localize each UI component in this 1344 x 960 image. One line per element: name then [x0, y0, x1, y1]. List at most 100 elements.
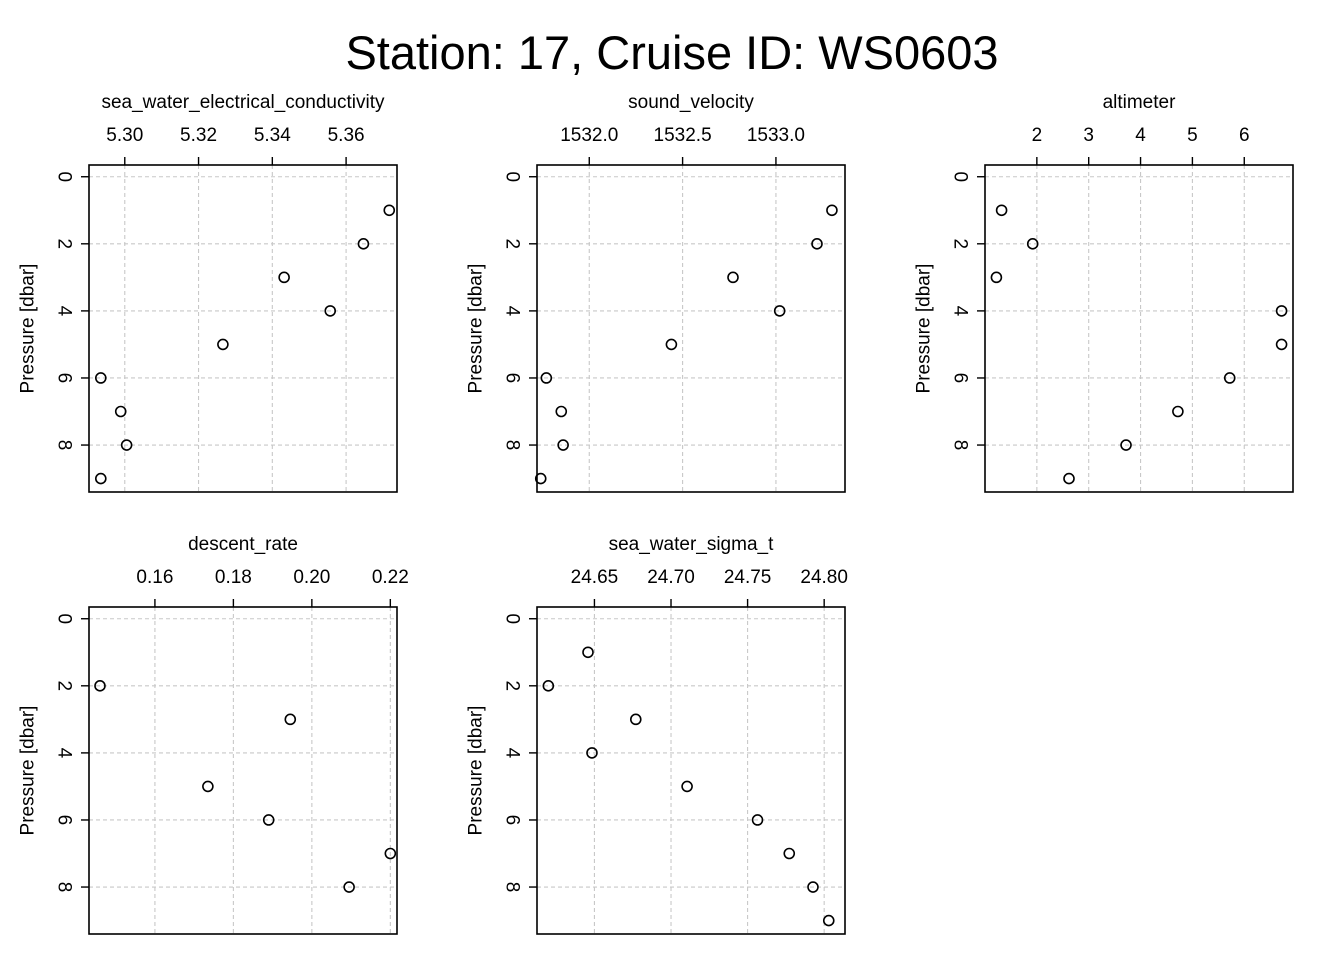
data-point — [343, 881, 355, 893]
data-point — [217, 338, 229, 351]
y-tick-label: 6 — [502, 815, 523, 826]
y-tick-label: 4 — [950, 306, 971, 317]
data-point — [1026, 238, 1039, 250]
plot-frame — [536, 164, 846, 493]
panel-sea_water_sigma_t: sea_water_sigma_t 24.65 24.70 24.75 24.80 0 2 4… — [466, 534, 848, 935]
x-tick-label: 5 — [1187, 125, 1198, 146]
y-axis-label: Pressure [dbar] — [18, 264, 39, 394]
x-tick-label: 5.36 — [328, 125, 365, 146]
y-tick-label: 4 — [54, 748, 75, 759]
x-tick-label: 5.34 — [254, 125, 291, 146]
y-tick-label: 0 — [950, 171, 971, 182]
y-tick-label: 6 — [502, 373, 523, 384]
x-tick-label: 4 — [1135, 125, 1146, 146]
data-point — [629, 713, 642, 726]
y-tick-label: 4 — [54, 306, 75, 317]
data-point — [773, 305, 786, 317]
data-point — [357, 238, 370, 250]
y-tick-label: 6 — [54, 815, 75, 826]
panel-sound_velocity: sound_velocity 1532.0 1532.5 1533.0 0 2 4 6 8 Pre… — [466, 92, 846, 493]
y-tick-label: 8 — [502, 882, 523, 893]
y-tick-label: 2 — [502, 239, 523, 250]
data-point — [990, 271, 1003, 284]
y-axis-label: Pressure [dbar] — [466, 264, 487, 394]
data-point — [1120, 439, 1132, 451]
x-tick-label: 1533.0 — [747, 125, 805, 146]
y-axis-label: Pressure [dbar] — [914, 264, 935, 394]
x-tick-label: 2 — [1032, 125, 1043, 146]
data-point — [94, 680, 106, 692]
plot-frame — [88, 164, 398, 493]
data-point — [1172, 405, 1184, 418]
y-tick-label: 8 — [54, 440, 75, 451]
y-tick-label: 8 — [502, 440, 523, 451]
data-point — [278, 271, 290, 284]
data-point — [324, 305, 337, 317]
x-tick-label: 5.30 — [106, 125, 143, 146]
y-tick-label: 6 — [54, 373, 75, 384]
data-point — [995, 204, 1008, 217]
panel-title: descent_rate — [188, 534, 298, 555]
y-tick-label: 2 — [502, 681, 523, 692]
x-tick-label: 0.18 — [215, 567, 252, 588]
x-tick-label: 1532.5 — [654, 125, 712, 146]
y-tick-label: 0 — [502, 613, 523, 624]
data-point — [95, 472, 107, 485]
data-point — [811, 238, 823, 250]
data-point — [384, 847, 397, 860]
x-tick-label: 24.75 — [724, 567, 772, 588]
y-tick-label: 8 — [54, 882, 75, 893]
data-point — [284, 713, 297, 726]
data-point — [751, 814, 764, 826]
x-tick-label: 0.20 — [293, 567, 330, 588]
panel-title: sound_velocity — [628, 92, 754, 113]
data-point — [826, 204, 838, 217]
x-tick-label: 24.65 — [571, 567, 619, 588]
y-tick-label: 2 — [54, 681, 75, 692]
panel-descent_rate: descent_rate 0.16 0.18 0.20 0.22 0 2 4 6 8 Pressur… — [18, 534, 409, 935]
y-tick-label: 0 — [502, 171, 523, 182]
data-point — [557, 439, 569, 451]
data-point — [534, 472, 547, 485]
y-tick-label: 4 — [502, 306, 523, 317]
figure-title: Station: 17, Cruise ID: WS0603 — [345, 26, 998, 79]
y-axis-label: Pressure [dbar] — [466, 706, 487, 836]
data-point — [822, 914, 835, 927]
y-tick-label: 4 — [502, 748, 523, 759]
data-point — [1275, 305, 1288, 317]
panel-altimeter: altimeter 2 3 4 5 6 0 2 4 6 8 Pressure [dbar] — [914, 92, 1294, 493]
data-point — [542, 680, 555, 692]
x-tick-label: 1532.0 — [560, 125, 618, 146]
panel-title: altimeter — [1103, 92, 1177, 113]
x-tick-label: 24.80 — [800, 567, 848, 588]
y-tick-label: 2 — [54, 239, 75, 250]
y-axis-label: Pressure [dbar] — [18, 706, 39, 836]
data-point — [95, 372, 107, 384]
x-tick-label: 6 — [1239, 125, 1250, 146]
data-point — [262, 814, 275, 826]
data-point — [555, 405, 568, 418]
data-point — [114, 405, 127, 418]
data-point — [727, 271, 739, 284]
data-point — [586, 747, 598, 759]
data-point — [120, 439, 133, 451]
data-point — [783, 847, 796, 860]
data-point — [582, 646, 594, 659]
data-point — [1275, 338, 1288, 351]
x-tick-label: 0.22 — [372, 567, 409, 588]
data-point — [383, 204, 396, 217]
data-point — [681, 780, 693, 793]
data-point — [202, 780, 214, 793]
y-tick-label: 0 — [54, 613, 75, 624]
x-tick-label: 0.16 — [136, 567, 173, 588]
data-point — [1063, 472, 1075, 485]
panel-sea_water_electrical_conductivity: sea_water_electrical_conductivity 5.30 5.3… — [18, 92, 398, 493]
plot-frame — [88, 606, 398, 935]
data-point — [665, 338, 678, 351]
y-tick-label: 0 — [54, 171, 75, 182]
x-tick-label: 5.32 — [180, 125, 217, 146]
data-point — [807, 881, 819, 893]
data-point — [1223, 372, 1236, 384]
plot-frame — [536, 606, 846, 935]
